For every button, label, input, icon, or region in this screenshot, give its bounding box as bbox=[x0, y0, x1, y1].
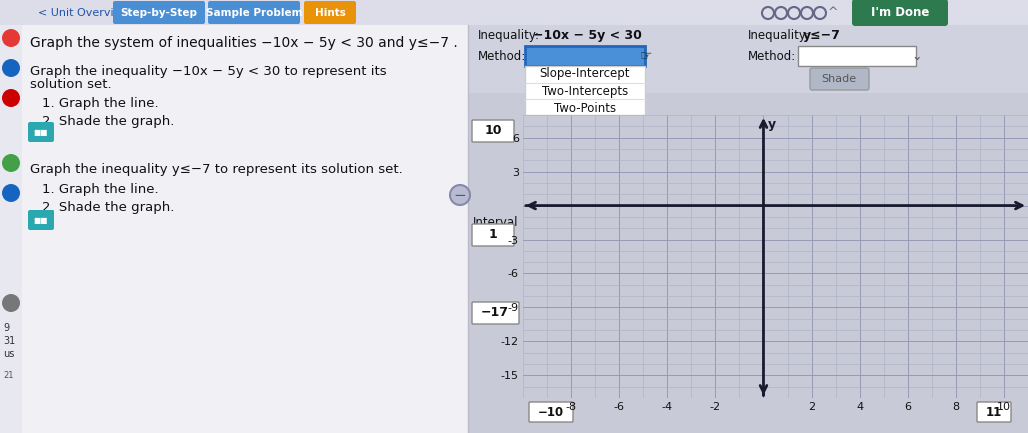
Circle shape bbox=[2, 29, 20, 47]
Text: 31: 31 bbox=[3, 336, 15, 346]
FancyBboxPatch shape bbox=[468, 25, 1028, 433]
FancyBboxPatch shape bbox=[852, 0, 948, 26]
Text: solution set.: solution set. bbox=[30, 78, 112, 91]
FancyBboxPatch shape bbox=[523, 115, 1028, 398]
Text: Graph the inequality y≤−7 to represent its solution set.: Graph the inequality y≤−7 to represent i… bbox=[30, 164, 403, 177]
Text: Step-by-Step: Step-by-Step bbox=[120, 8, 197, 18]
Text: 2. Shade the graph.: 2. Shade the graph. bbox=[42, 201, 175, 214]
Text: 11: 11 bbox=[986, 405, 1002, 419]
Circle shape bbox=[2, 184, 20, 202]
FancyBboxPatch shape bbox=[28, 210, 54, 230]
FancyBboxPatch shape bbox=[0, 0, 1028, 25]
Text: 10: 10 bbox=[484, 125, 502, 138]
Text: us: us bbox=[3, 349, 14, 359]
Text: 21: 21 bbox=[3, 371, 13, 379]
Text: ^: ^ bbox=[828, 6, 838, 19]
Text: Sample Problem: Sample Problem bbox=[206, 8, 302, 18]
Circle shape bbox=[450, 185, 470, 205]
Text: ■■: ■■ bbox=[34, 216, 48, 224]
Text: Graph the inequality −10x − 5y < 30 to represent its: Graph the inequality −10x − 5y < 30 to r… bbox=[30, 65, 387, 78]
Text: ⌄: ⌄ bbox=[911, 49, 921, 62]
FancyBboxPatch shape bbox=[208, 1, 300, 24]
FancyBboxPatch shape bbox=[113, 1, 205, 24]
Text: Method:: Method: bbox=[478, 49, 526, 62]
Text: −: − bbox=[453, 187, 467, 203]
FancyBboxPatch shape bbox=[468, 25, 1028, 93]
Text: ☞: ☞ bbox=[640, 48, 653, 62]
FancyBboxPatch shape bbox=[523, 398, 1028, 433]
FancyBboxPatch shape bbox=[977, 402, 1011, 422]
Circle shape bbox=[2, 294, 20, 312]
FancyBboxPatch shape bbox=[525, 66, 645, 115]
Text: 2. Shade the graph.: 2. Shade the graph. bbox=[42, 114, 175, 127]
Text: y≤−7: y≤−7 bbox=[803, 29, 841, 42]
Circle shape bbox=[2, 59, 20, 77]
Text: Graph the system of inequalities −10x − 5y < 30 and y≤−7 .: Graph the system of inequalities −10x − … bbox=[30, 36, 457, 50]
FancyBboxPatch shape bbox=[529, 402, 573, 422]
Text: −17: −17 bbox=[481, 307, 509, 320]
FancyBboxPatch shape bbox=[472, 224, 514, 246]
Text: I'm Done: I'm Done bbox=[871, 6, 929, 19]
Text: Inequality:: Inequality: bbox=[478, 29, 540, 42]
FancyBboxPatch shape bbox=[810, 68, 869, 90]
FancyBboxPatch shape bbox=[525, 46, 645, 66]
FancyBboxPatch shape bbox=[472, 302, 519, 324]
Text: Interval: Interval bbox=[473, 216, 518, 229]
Text: Two-Intercepts: Two-Intercepts bbox=[542, 84, 628, 97]
FancyBboxPatch shape bbox=[0, 25, 22, 433]
Text: 9: 9 bbox=[3, 323, 9, 333]
Text: < Unit Overview: < Unit Overview bbox=[38, 8, 130, 18]
Text: −10: −10 bbox=[538, 405, 564, 419]
Text: 1. Graph the line.: 1. Graph the line. bbox=[42, 184, 158, 197]
FancyBboxPatch shape bbox=[28, 122, 54, 142]
Text: Hints: Hints bbox=[315, 8, 345, 18]
Text: ■■: ■■ bbox=[34, 127, 48, 136]
Text: Two-Points: Two-Points bbox=[554, 101, 616, 114]
Text: −10x − 5y < 30: −10x − 5y < 30 bbox=[533, 29, 641, 42]
FancyBboxPatch shape bbox=[22, 25, 468, 433]
Text: Method:: Method: bbox=[748, 49, 797, 62]
Text: 1. Graph the line.: 1. Graph the line. bbox=[42, 97, 158, 110]
Circle shape bbox=[2, 89, 20, 107]
FancyBboxPatch shape bbox=[304, 1, 356, 24]
Circle shape bbox=[2, 154, 20, 172]
Text: Shade: Shade bbox=[821, 74, 856, 84]
FancyBboxPatch shape bbox=[472, 120, 514, 142]
Text: Inequality:: Inequality: bbox=[748, 29, 810, 42]
Text: 1: 1 bbox=[488, 229, 498, 242]
FancyBboxPatch shape bbox=[798, 46, 916, 66]
Text: Slope-Intercept: Slope-Intercept bbox=[540, 67, 630, 80]
Text: y: y bbox=[768, 118, 776, 131]
